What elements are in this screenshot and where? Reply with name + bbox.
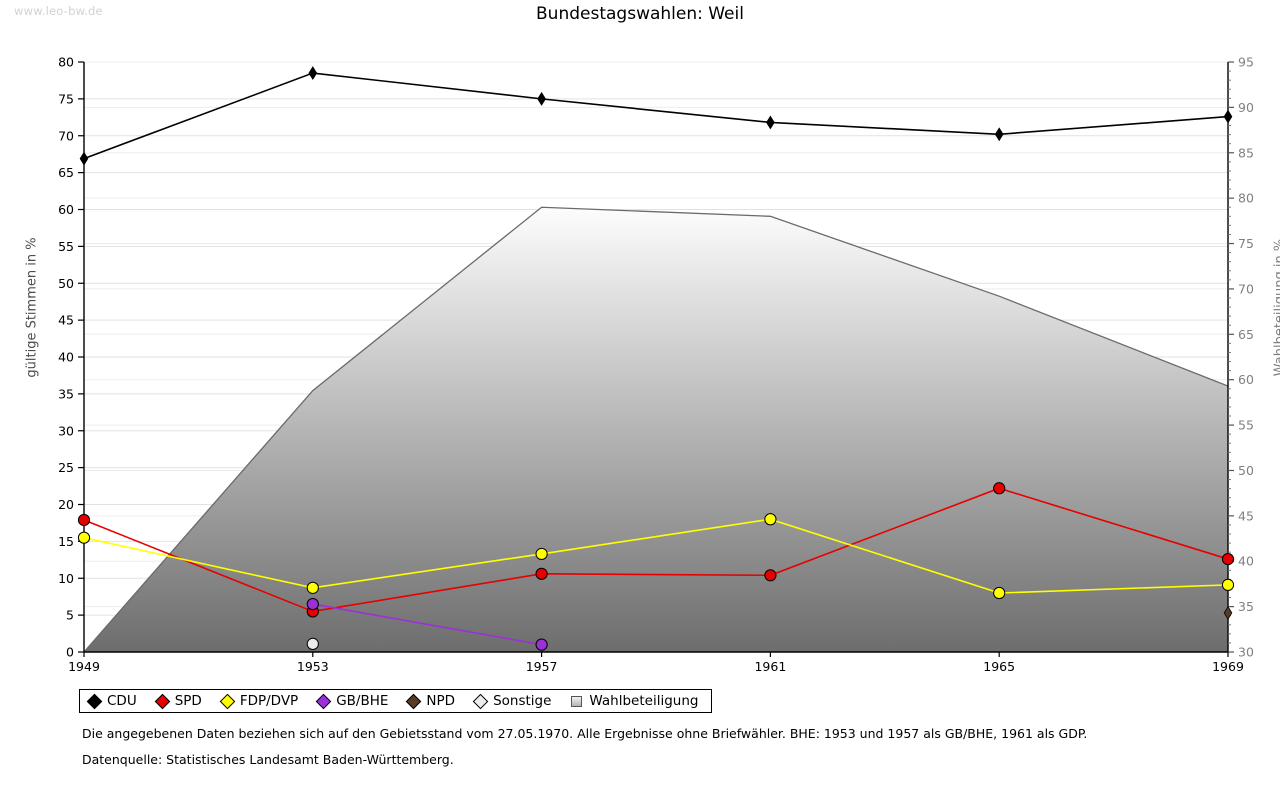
y-tick-label-right: 85 bbox=[1238, 145, 1254, 160]
y-tick-label-left: 40 bbox=[58, 350, 74, 365]
chart-plot-area: gültige Stimmen in % Wahlbeteiligung in … bbox=[24, 55, 1280, 675]
diamond-marker-icon bbox=[315, 693, 332, 709]
y-tick-label-left: 45 bbox=[58, 313, 74, 328]
diamond-marker-icon bbox=[219, 693, 236, 709]
legend-item-label: FDP/DVP bbox=[239, 693, 299, 709]
wahlbeteiligung-area bbox=[83, 206, 1229, 653]
legend-item-label: NPD bbox=[426, 693, 456, 709]
y-tick-label-right: 30 bbox=[1238, 645, 1254, 660]
legend-item-spd[interactable]: SPD bbox=[154, 693, 202, 709]
data-point-cdu bbox=[994, 127, 1004, 142]
legend-item-cdu[interactable]: CDU bbox=[86, 693, 137, 709]
data-point-spd bbox=[535, 567, 548, 580]
legend-item-label: SPD bbox=[174, 693, 202, 709]
y-tick-label-right: 40 bbox=[1238, 554, 1254, 569]
y-tick-label-right: 55 bbox=[1238, 418, 1254, 433]
y-tick-label-right: 50 bbox=[1238, 463, 1254, 478]
data-point-fdp-dvp bbox=[993, 586, 1006, 600]
x-tick-label: 1953 bbox=[297, 659, 329, 674]
y-tick-label-right: 60 bbox=[1238, 372, 1254, 387]
diamond-marker-icon bbox=[154, 693, 170, 709]
watermark: www.leo-bw.de bbox=[14, 4, 103, 18]
y-tick-label-right: 90 bbox=[1238, 100, 1254, 115]
data-point-spd bbox=[1221, 552, 1235, 566]
legend-item-wahlbeteiligung[interactable]: Wahlbeteiligung bbox=[571, 693, 698, 709]
x-tick-label: 1957 bbox=[526, 659, 558, 674]
data-point-cdu bbox=[1223, 109, 1233, 124]
data-point-npd bbox=[1223, 605, 1233, 620]
diamond-marker-icon bbox=[86, 693, 103, 709]
y-tick-label-left: 50 bbox=[58, 276, 74, 291]
data-point-cdu bbox=[308, 66, 318, 81]
legend-item-npd[interactable]: NPD bbox=[406, 693, 456, 709]
y-tick-label-right: 45 bbox=[1238, 508, 1254, 523]
square-marker-icon bbox=[571, 695, 583, 707]
x-tick-label: 1961 bbox=[754, 659, 786, 674]
series-gb-bhe bbox=[306, 597, 548, 651]
data-point-fdp-dvp bbox=[535, 547, 548, 561]
series-npd bbox=[1223, 605, 1233, 620]
y-tick-label-left: 10 bbox=[58, 571, 74, 586]
y-tick-label-left: 20 bbox=[58, 497, 74, 512]
data-point-cdu bbox=[79, 151, 89, 166]
legend-item-label: Sonstige bbox=[493, 693, 552, 709]
x-tick-label: 1965 bbox=[983, 659, 1015, 674]
data-point-gb-bhe bbox=[535, 638, 548, 651]
tick-labels: 0 5 10 15 20 25 30 35 40 45 50 55 60 65 70 75 80 30 35 40 45… bbox=[58, 55, 1254, 675]
y-tick-label-left: 70 bbox=[58, 128, 74, 143]
data-point-sonstige bbox=[306, 637, 319, 650]
y-tick-label-left: 75 bbox=[58, 91, 74, 106]
y-tick-label-right: 75 bbox=[1238, 236, 1254, 251]
data-point-fdp-dvp bbox=[1221, 578, 1235, 591]
y-axis-left-title: gültige Stimmen in % bbox=[24, 237, 40, 378]
series-fdp-dvp bbox=[77, 513, 1235, 600]
data-point-gb-bhe bbox=[306, 597, 319, 611]
data-point-cdu bbox=[537, 91, 546, 106]
x-tick-label: 1949 bbox=[68, 659, 100, 674]
y-tick-label-left: 5 bbox=[66, 608, 74, 623]
series-cdu bbox=[79, 66, 1233, 166]
series-sonstige bbox=[306, 637, 319, 650]
legend-item-label: Wahlbeteiligung bbox=[589, 693, 699, 709]
data-point-spd bbox=[77, 513, 91, 527]
y-tick-label-left: 0 bbox=[66, 645, 74, 660]
x-tick-label: 1969 bbox=[1212, 659, 1244, 674]
data-point-fdp-dvp bbox=[77, 531, 91, 544]
data-series-layer bbox=[77, 66, 1235, 651]
data-point-fdp-dvp bbox=[306, 581, 319, 594]
footnote-data-note: Die angegebenen Daten beziehen sich auf … bbox=[82, 726, 1088, 741]
y-tick-label-left: 60 bbox=[58, 202, 74, 217]
chart-svg: 0 5 10 15 20 25 30 35 40 45 50 55 60 65 70 75 80 30 35 40 45… bbox=[58, 55, 1254, 675]
y-tick-label-right: 80 bbox=[1238, 191, 1254, 206]
diamond-marker-icon bbox=[406, 693, 422, 709]
y-tick-label-right: 65 bbox=[1238, 327, 1254, 342]
chart-legend: CDU SPD FDP/DVP GB/BHE NPD Sonstige Wahlbeteil… bbox=[79, 689, 713, 713]
legend-item-fdp-dvp[interactable]: FDP/DVP bbox=[219, 693, 299, 709]
y-tick-label-left: 80 bbox=[58, 55, 74, 70]
legend-item-gb-bhe[interactable]: GB/BHE bbox=[315, 693, 389, 709]
legend-item-label: CDU bbox=[107, 693, 137, 709]
legend-item-label: GB/BHE bbox=[336, 693, 389, 709]
footnote-source: Datenquelle: Statistisches Landesamt Bad… bbox=[82, 752, 454, 767]
y-tick-label-left: 30 bbox=[58, 423, 74, 438]
y-tick-label-left: 55 bbox=[58, 239, 74, 254]
y-tick-label-left: 65 bbox=[58, 165, 74, 180]
y-tick-label-right: 95 bbox=[1238, 55, 1254, 70]
data-point-cdu bbox=[766, 115, 775, 130]
data-point-spd bbox=[764, 569, 777, 582]
diamond-marker-icon bbox=[472, 693, 489, 709]
y-tick-label-left: 35 bbox=[58, 386, 74, 401]
legend-item-sonstige[interactable]: Sonstige bbox=[472, 693, 552, 709]
y-axis-right-title: Wahlbeteiligung in % bbox=[1272, 239, 1280, 377]
y-tick-label-right: 70 bbox=[1238, 281, 1254, 296]
y-tick-label-left: 15 bbox=[58, 534, 74, 549]
page-title: Bundestagswahlen: Weil bbox=[536, 4, 744, 24]
y-tick-label-left: 25 bbox=[58, 460, 74, 475]
data-point-spd bbox=[993, 482, 1006, 495]
data-point-fdp-dvp bbox=[764, 513, 777, 526]
y-tick-label-right: 35 bbox=[1238, 599, 1254, 614]
